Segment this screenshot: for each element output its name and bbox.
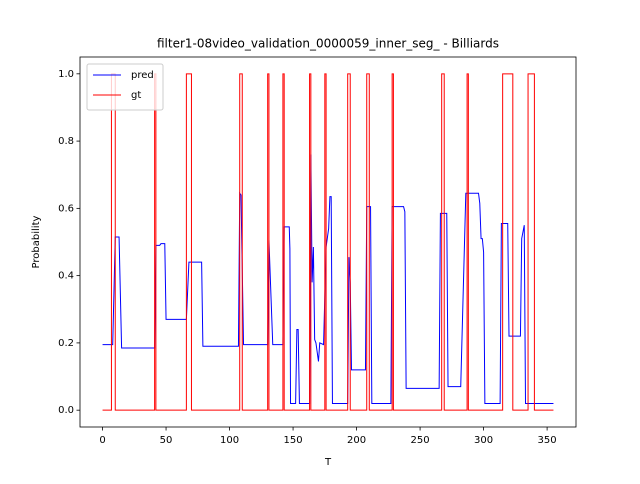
x-tick-label: 300	[474, 435, 493, 446]
y-tick-label: 1.0	[58, 69, 74, 80]
x-tick-label: 150	[284, 435, 303, 446]
y-axis-label: Probability	[31, 215, 42, 268]
x-tick-label: 100	[220, 435, 239, 446]
legend-label: gt	[131, 90, 141, 101]
y-tick-label: 0.2	[58, 338, 74, 349]
legend-label: pred	[131, 70, 154, 81]
x-tick-label: 350	[538, 435, 557, 446]
y-tick-label: 0.4	[58, 271, 74, 282]
series-line	[102, 73, 554, 411]
plot-frame	[79, 56, 577, 428]
x-tick-label: 200	[347, 435, 366, 446]
y-tick-label: 0.6	[58, 203, 74, 214]
legend: pred gt	[86, 63, 164, 111]
x-tick-label: 50	[160, 435, 173, 446]
y-tick-label: 0.8	[58, 136, 74, 147]
x-tick-label: 0	[99, 435, 105, 446]
x-tick-label: 250	[411, 435, 430, 446]
x-axis-label: T	[324, 457, 332, 468]
chart-title: filter1-08video_validation_0000059_inner…	[157, 37, 499, 51]
series-line	[102, 154, 554, 404]
y-tick-label: 0.0	[58, 405, 74, 416]
